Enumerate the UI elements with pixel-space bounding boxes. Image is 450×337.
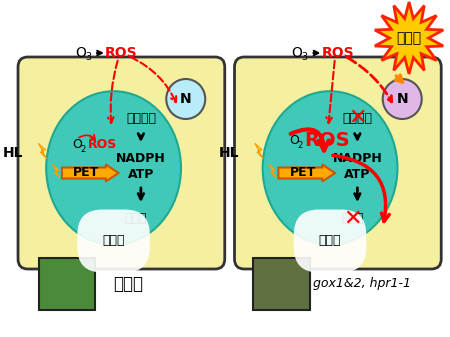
Text: 葉緑体: 葉緑体 [319,235,341,247]
FancyArrowPatch shape [131,57,176,102]
Text: HL: HL [219,146,239,160]
FancyArrowPatch shape [108,61,118,123]
Text: ROS: ROS [322,46,354,60]
Text: ROS: ROS [305,131,351,151]
Ellipse shape [263,91,397,245]
Text: 野生型: 野生型 [113,275,143,293]
Text: 光呼吸: 光呼吸 [125,213,147,225]
FancyArrowPatch shape [355,188,360,199]
Text: ATP: ATP [128,167,154,181]
Text: ATP: ATP [344,167,370,181]
FancyArrowPatch shape [347,57,392,102]
FancyArrow shape [62,164,118,182]
FancyBboxPatch shape [234,57,441,269]
FancyArrow shape [279,164,335,182]
Text: NADPH: NADPH [333,152,382,164]
Polygon shape [52,164,60,178]
Text: 細胞死: 細胞死 [396,31,422,45]
Circle shape [382,79,422,119]
Polygon shape [269,164,276,178]
FancyArrowPatch shape [138,133,144,139]
Text: 2: 2 [81,145,86,153]
Text: ✕: ✕ [343,209,362,229]
FancyBboxPatch shape [39,258,95,310]
FancyArrowPatch shape [333,155,389,221]
FancyArrowPatch shape [326,61,335,123]
Text: 葉緑体: 葉緑体 [102,235,125,247]
Text: N: N [396,92,408,106]
FancyArrowPatch shape [313,51,318,55]
Polygon shape [375,2,443,74]
Text: HL: HL [2,146,23,160]
Text: 光呼吸: 光呼吸 [341,213,364,225]
FancyArrowPatch shape [355,133,360,139]
Text: gox1&2, hpr1-1: gox1&2, hpr1-1 [313,277,411,290]
Text: ROS: ROS [88,139,117,152]
Text: O: O [292,46,302,60]
Text: 2: 2 [297,141,302,150]
Text: O: O [289,134,299,148]
FancyBboxPatch shape [18,57,225,269]
FancyArrowPatch shape [97,51,102,55]
Text: PET: PET [290,166,316,180]
Text: O: O [75,46,86,60]
Text: 3: 3 [302,52,308,62]
FancyArrowPatch shape [291,129,329,151]
Text: N: N [180,92,192,106]
Text: 炭酸固定: 炭酸固定 [342,112,372,124]
Text: 3: 3 [85,52,91,62]
FancyArrowPatch shape [79,134,95,140]
Text: 炭酸固定: 炭酸固定 [126,112,156,124]
Ellipse shape [46,91,181,245]
FancyArrowPatch shape [138,188,144,199]
FancyArrowPatch shape [396,75,402,82]
FancyBboxPatch shape [253,258,310,310]
Text: PET: PET [73,166,99,180]
Polygon shape [255,143,263,159]
Circle shape [166,79,205,119]
Polygon shape [38,143,47,159]
Text: ROS: ROS [105,46,138,60]
Text: O: O [72,139,82,152]
Text: NADPH: NADPH [116,152,166,164]
Text: ✕: ✕ [348,108,367,128]
